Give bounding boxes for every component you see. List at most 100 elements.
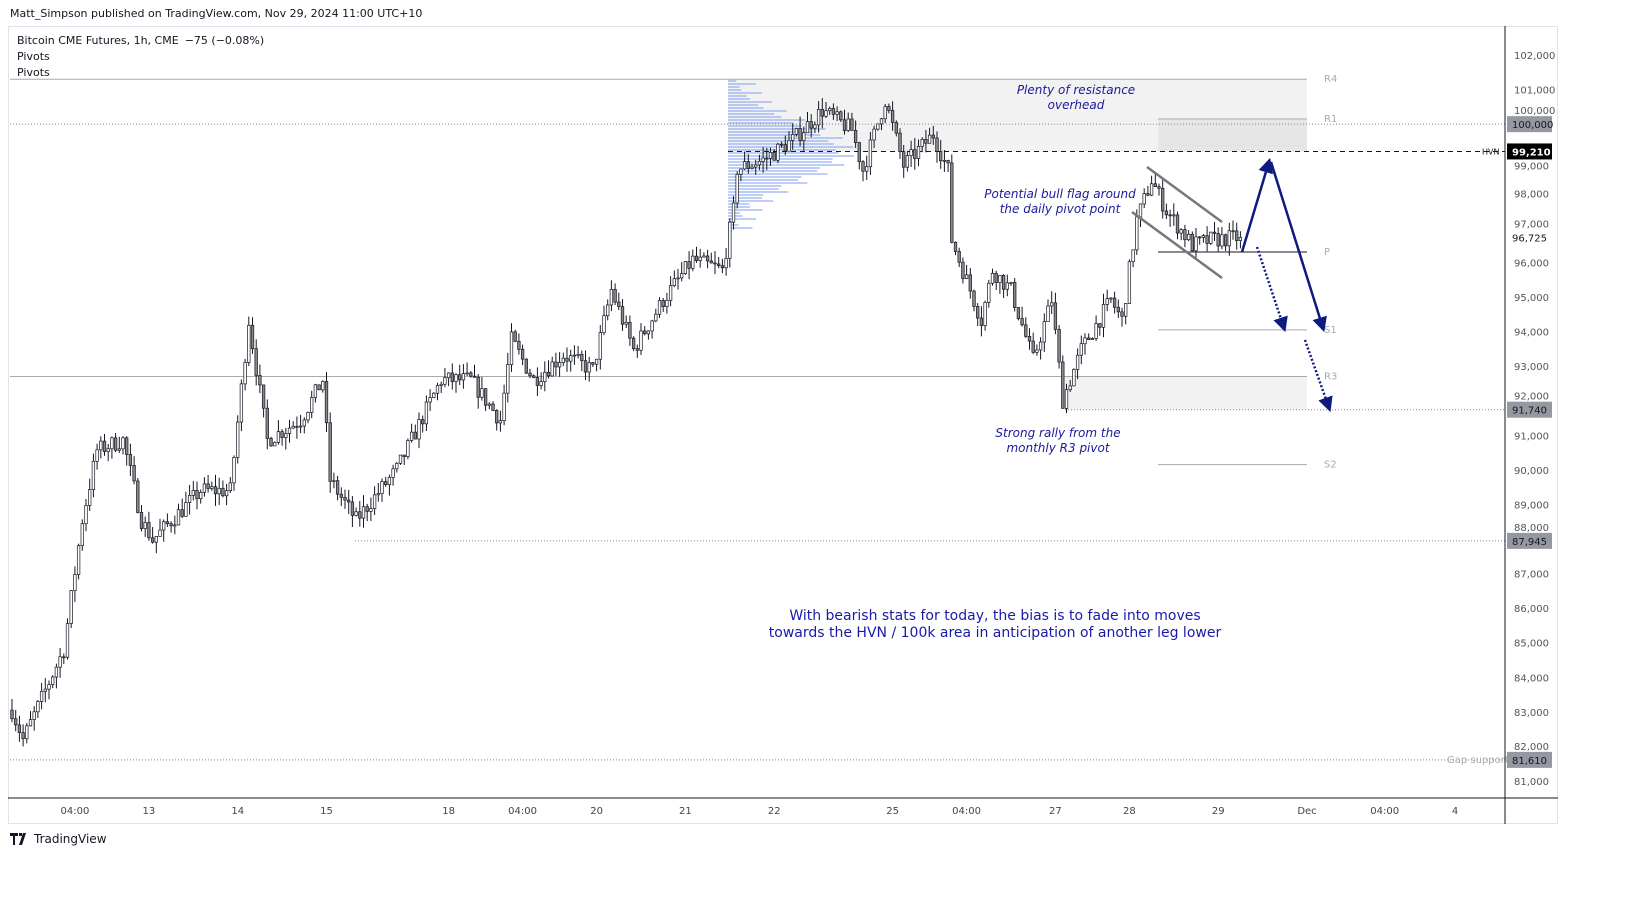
candle-body xyxy=(395,462,399,470)
candle-body xyxy=(1120,311,1124,317)
tradingview-logo[interactable]: TradingView xyxy=(10,832,107,846)
candle-body xyxy=(816,109,821,126)
candle xyxy=(783,135,787,155)
candle-body xyxy=(17,724,22,733)
candle-body xyxy=(1016,307,1021,319)
candle-body xyxy=(321,381,325,391)
candle-body xyxy=(1090,338,1095,340)
candle-body xyxy=(461,373,466,381)
candle xyxy=(1031,332,1035,355)
candle xyxy=(964,264,969,280)
candle-body xyxy=(868,139,873,168)
candle xyxy=(213,474,218,506)
candle-body xyxy=(846,118,850,131)
candle-body xyxy=(1186,233,1191,241)
candle-body xyxy=(265,407,269,439)
volume-profile-bar xyxy=(728,209,763,211)
candle xyxy=(909,140,913,167)
candle-body xyxy=(879,118,884,125)
candle xyxy=(506,352,510,403)
volume-profile-bar xyxy=(728,170,818,172)
pivot-label-r3: R3 xyxy=(1324,372,1337,383)
indicator-pivots-1[interactable]: Pivots xyxy=(17,50,50,63)
candle-body xyxy=(306,412,310,421)
candle xyxy=(717,257,721,269)
candle-body xyxy=(1223,234,1228,247)
candle xyxy=(979,306,984,337)
candle-body xyxy=(680,273,684,279)
time-axis[interactable]: 04:00 13 14 15 18 04:00 20 21 22 25 04:00 27 28 29 Dec… xyxy=(60,806,1458,817)
candle-body xyxy=(554,361,558,368)
candle xyxy=(580,350,584,372)
volume-profile-bar xyxy=(728,203,750,205)
candle xyxy=(680,261,684,282)
candle xyxy=(776,142,780,164)
candle-body xyxy=(1079,343,1083,356)
candle-body xyxy=(469,372,473,377)
candle xyxy=(446,372,451,387)
candle xyxy=(805,112,810,134)
candle xyxy=(757,154,762,171)
candle-body xyxy=(613,289,617,303)
candle-body xyxy=(964,274,969,279)
candle xyxy=(787,131,791,152)
candle-body xyxy=(221,487,225,497)
candle xyxy=(1216,227,1220,252)
candle-body xyxy=(117,448,121,451)
volume-profile-bar xyxy=(728,182,808,184)
candle xyxy=(683,261,688,275)
candle xyxy=(1027,328,1032,350)
candle xyxy=(1172,203,1176,226)
candle-body xyxy=(643,330,647,335)
candle xyxy=(387,474,392,496)
bias-note-line-2: towards the HVN / 100k area in anticipat… xyxy=(769,625,1222,641)
indicator-pivots-2[interactable]: Pivots xyxy=(17,66,50,79)
candle-body xyxy=(247,324,251,363)
candle-body xyxy=(509,331,514,365)
candle-body xyxy=(617,301,621,307)
price-axis[interactable]: 102,000 101,000 100,000 99,000 98,000 97,000 9… xyxy=(1507,51,1555,788)
candle-body xyxy=(269,438,273,447)
bias-note-line-1: With bearish stats for today, the bias i… xyxy=(789,608,1200,624)
candle-body xyxy=(328,422,332,482)
candle xyxy=(332,472,336,489)
volume-profile-bar xyxy=(728,197,763,199)
candle-body xyxy=(983,302,987,326)
candle xyxy=(857,141,861,170)
symbol-title[interactable]: Bitcoin CME Futures, 1h, CME xyxy=(17,34,179,47)
candle-body xyxy=(472,375,477,378)
candle xyxy=(80,519,84,551)
candle xyxy=(58,647,62,678)
candle-body xyxy=(687,261,691,269)
candle xyxy=(328,412,332,493)
candle-body xyxy=(232,457,236,484)
candle-body xyxy=(872,128,876,141)
candle-body xyxy=(957,251,961,263)
candle xyxy=(791,123,795,150)
pivot-label-p: P xyxy=(1324,247,1330,258)
candle xyxy=(802,126,806,151)
candle xyxy=(1209,231,1213,245)
candle xyxy=(865,155,869,180)
volume-profile-bar xyxy=(728,227,753,229)
candle-body xyxy=(313,384,318,398)
candle xyxy=(1053,292,1058,335)
candle xyxy=(565,347,569,372)
candle-body xyxy=(217,487,221,495)
candle xyxy=(1087,333,1091,340)
candle-body xyxy=(1046,305,1050,322)
candle xyxy=(1109,297,1113,303)
candle xyxy=(1101,293,1106,338)
candle xyxy=(1205,226,1209,252)
candle xyxy=(65,618,70,660)
candle xyxy=(173,515,177,535)
volume-profile-bar xyxy=(728,218,757,220)
candle-body xyxy=(210,486,214,489)
candle xyxy=(868,131,873,175)
candle xyxy=(1149,175,1154,197)
candle xyxy=(1042,313,1046,352)
y-tick-label: 82,000 xyxy=(1514,742,1549,753)
y-tick-label: 84,000 xyxy=(1514,673,1549,684)
candle xyxy=(968,267,972,299)
